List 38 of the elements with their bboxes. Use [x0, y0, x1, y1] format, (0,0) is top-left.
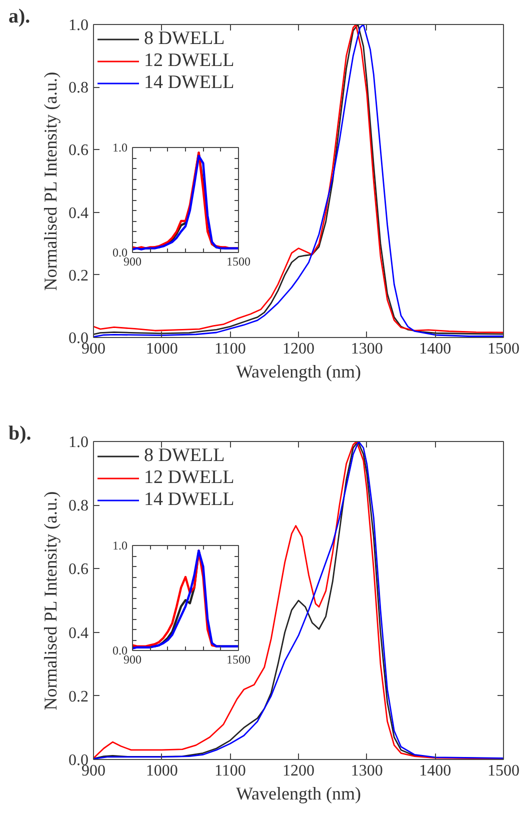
x-tick-label: 1100 — [214, 340, 246, 358]
y-tick-label: 0.8 — [68, 498, 88, 515]
y-tick-label: 0.4 — [68, 624, 88, 642]
x-tick-label: 1500 — [226, 652, 250, 666]
x-tick-label: 1500 — [488, 340, 520, 358]
legend-label: 14 DWELL — [144, 72, 234, 94]
y-tick-label: 1.0 — [112, 538, 128, 552]
y-tick-label: 0.6 — [68, 142, 88, 160]
x-axis-title: Wavelength (nm) — [236, 362, 362, 382]
x-tick-label: 1400 — [419, 762, 452, 780]
y-tick-label: 0.8 — [68, 80, 88, 97]
legend-label: 12 DWELL — [144, 50, 234, 72]
x-tick-label: 1200 — [282, 762, 314, 780]
x-tick-label: 1000 — [146, 340, 178, 358]
x-tick-label: 1100 — [214, 762, 246, 780]
x-tick-label: 1000 — [146, 762, 178, 780]
chart-title: a). — [8, 6, 30, 28]
x-axis-title: Wavelength (nm) — [236, 784, 362, 804]
x-tick-label: 1400 — [419, 340, 452, 358]
legend-label: 8 DWELL — [144, 445, 225, 467]
x-tick-label: 1500 — [488, 762, 520, 780]
x-tick-label: 1300 — [350, 340, 383, 358]
legend-label: 14 DWELL — [144, 489, 234, 511]
x-tick-label: 1500 — [226, 254, 250, 268]
y-tick-label: 0.2 — [68, 688, 88, 706]
x-tick-label: 1300 — [350, 762, 383, 780]
y-tick-label: 0.4 — [68, 204, 88, 222]
y-tick-label: 1.0 — [68, 434, 88, 451]
y-tick-label: 0.2 — [68, 267, 88, 284]
y-tick-label: 1.0 — [112, 140, 128, 154]
y-axis-title: Normalised PL Intensity (a.u.) — [40, 491, 60, 710]
legend-label: 12 DWELL — [144, 467, 234, 489]
legend-label: 8 DWELL — [144, 28, 225, 50]
y-tick-label: 1.0 — [68, 17, 88, 34]
x-tick-label: 1200 — [282, 340, 314, 358]
y-tick-label: 0.6 — [68, 561, 88, 578]
chart-title: b). — [8, 422, 32, 444]
y-axis-title: Normalised PL Intensity (a.u.) — [40, 72, 60, 291]
